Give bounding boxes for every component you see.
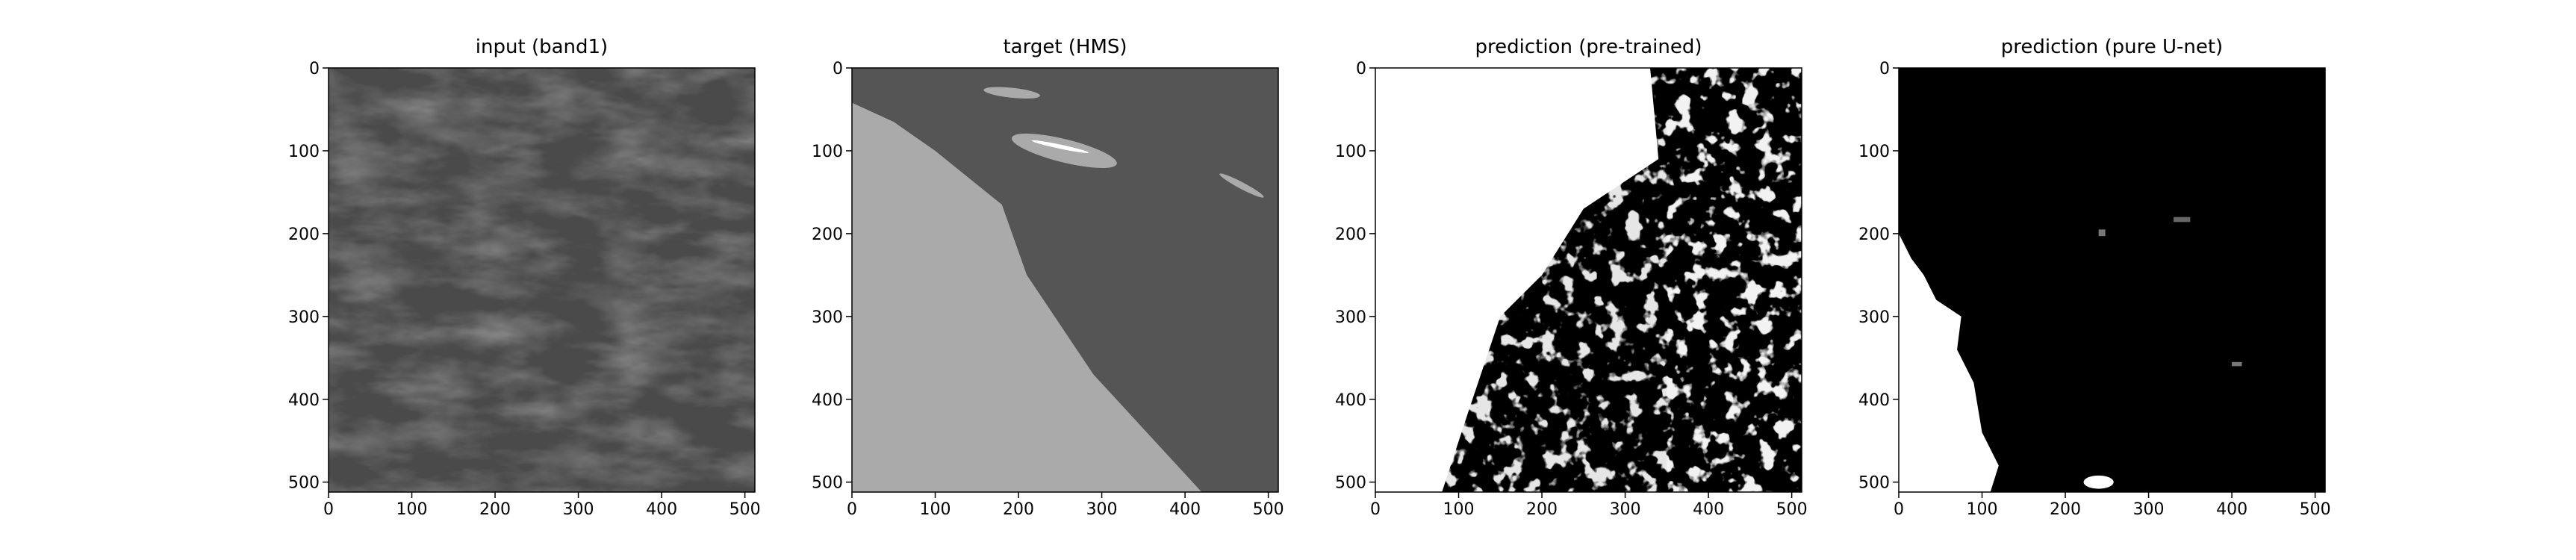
y-tick-label: 400 <box>1858 391 1890 410</box>
y-tick-label: 500 <box>288 474 320 493</box>
y-tick-label: 0 <box>833 60 843 78</box>
axes-frame <box>851 67 1279 493</box>
x-tick-label: 200 <box>1526 500 1558 519</box>
x-tick-label: 200 <box>1003 500 1034 519</box>
y-tick-label: 0 <box>309 60 320 78</box>
x-tick-label: 200 <box>479 500 511 519</box>
y-tick-label: 400 <box>1335 391 1366 410</box>
image-input <box>329 68 755 492</box>
panel-title: prediction (pure U-net) <box>2001 36 2223 58</box>
y-tick-label: 300 <box>288 308 320 327</box>
x-tick-label: 100 <box>1967 500 1998 519</box>
x-tick-label: 0 <box>1894 500 1904 519</box>
y-tick-label: 400 <box>288 391 320 410</box>
x-tick-label: 300 <box>2133 500 2165 519</box>
x-tick-label: 0 <box>1370 500 1381 519</box>
y-tick-label: 300 <box>1858 308 1890 327</box>
axes-frame <box>1898 67 2326 493</box>
axes-frame <box>1375 67 1802 493</box>
x-tick-label: 100 <box>396 500 428 519</box>
panel-title: target (HMS) <box>1003 36 1127 58</box>
y-tick-label: 200 <box>1335 225 1366 244</box>
x-tick-label: 500 <box>1253 500 1284 519</box>
y-tick-label: 0 <box>1879 60 1890 78</box>
x-tick-label: 500 <box>1776 500 1808 519</box>
y-tick-label: 200 <box>1858 225 1890 244</box>
x-tick-label: 100 <box>1443 500 1475 519</box>
y-tick-label: 300 <box>1335 308 1366 327</box>
x-tick-label: 300 <box>563 500 594 519</box>
y-tick-label: 400 <box>812 391 843 410</box>
x-tick-label: 200 <box>2050 500 2081 519</box>
y-tick-label: 500 <box>812 474 843 493</box>
panel-title: input (band1) <box>476 36 608 58</box>
x-tick-label: 100 <box>920 500 951 519</box>
x-tick-label: 300 <box>1610 500 1641 519</box>
y-tick-label: 100 <box>1858 143 1890 161</box>
axes-frame <box>328 67 756 493</box>
image-target <box>852 68 1278 492</box>
y-tick-label: 500 <box>1335 474 1366 493</box>
x-tick-label: 400 <box>1169 500 1201 519</box>
y-tick-label: 200 <box>812 225 843 244</box>
x-tick-label: 400 <box>646 500 677 519</box>
image-pretrained <box>1375 68 1802 492</box>
y-tick-label: 300 <box>812 308 843 327</box>
y-tick-label: 200 <box>288 225 320 244</box>
panel-title: prediction (pre-trained) <box>1475 36 1702 58</box>
x-tick-label: 0 <box>847 500 857 519</box>
x-tick-label: 500 <box>2300 500 2331 519</box>
x-tick-label: 300 <box>1086 500 1118 519</box>
x-tick-label: 400 <box>2216 500 2247 519</box>
y-tick-label: 100 <box>288 143 320 161</box>
x-tick-label: 400 <box>1693 500 1724 519</box>
y-tick-label: 500 <box>1858 474 1890 493</box>
y-tick-label: 100 <box>1335 143 1366 161</box>
y-tick-label: 100 <box>812 143 843 161</box>
image-unet <box>1899 68 2325 492</box>
x-tick-label: 0 <box>323 500 334 519</box>
x-tick-label: 500 <box>729 500 761 519</box>
y-tick-label: 0 <box>1356 60 1366 78</box>
